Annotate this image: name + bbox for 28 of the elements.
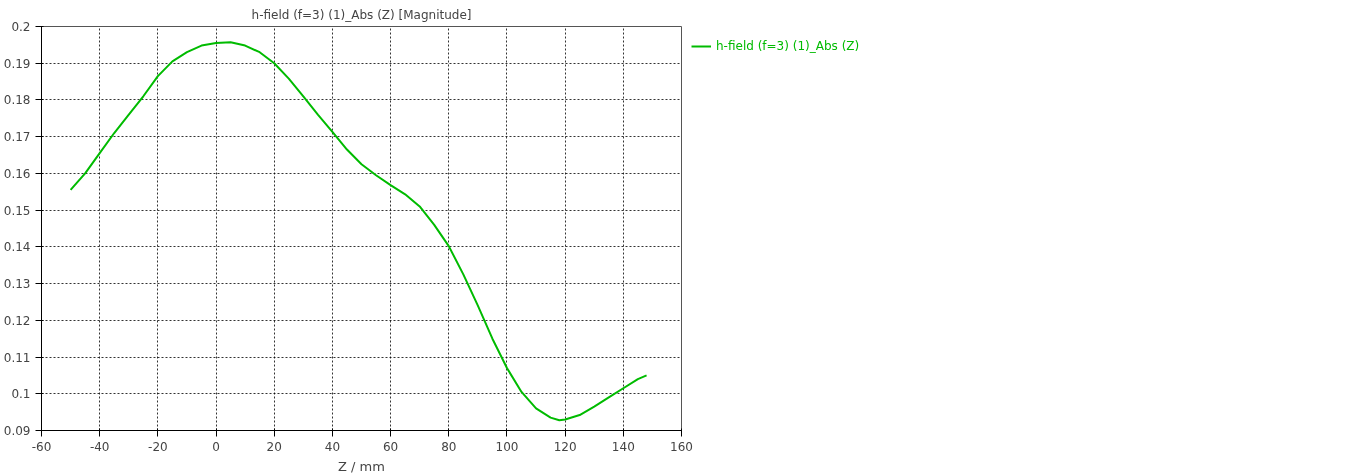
y-tick-label: 0.14 <box>3 240 31 255</box>
x-tick-label: 120 <box>553 439 577 454</box>
y-tick-label: 0.12 <box>3 313 31 328</box>
chart-title: h-field (f=3) (1)_Abs (Z) [Magnitude] <box>251 7 472 22</box>
x-tick-label: -60 <box>31 439 52 454</box>
x-tick-label: 140 <box>611 439 635 454</box>
line-series <box>69 41 648 422</box>
x-tick-label: 80 <box>441 439 457 454</box>
x-tick-label: 40 <box>324 439 341 454</box>
y-tick-label: 0.1 <box>11 387 31 402</box>
x-tick-label: 100 <box>495 439 519 454</box>
x-tick-label: 160 <box>670 439 693 454</box>
y-tick-label: 0.15 <box>3 203 31 218</box>
x-tick-label: 0 <box>212 439 220 454</box>
y-tick-label: 0.17 <box>3 130 31 145</box>
x-tick-label: 60 <box>382 439 399 454</box>
y-tick-label: 0.19 <box>3 56 31 71</box>
x-axis-title: Z / mm <box>338 458 385 474</box>
y-tick-label: 0.11 <box>3 350 31 365</box>
x-tick-label: -20 <box>148 439 168 454</box>
y-tick-label: 0.16 <box>3 166 31 181</box>
x-tick-label: 20 <box>266 439 282 454</box>
y-tick-label: 0.18 <box>3 93 31 108</box>
y-tick-label: 0.09 <box>3 424 31 438</box>
y-tick-label: 0.13 <box>3 277 31 292</box>
legend-label: h-field (f=3) (1)_Abs (Z) <box>716 39 860 53</box>
y-tick-label: 0.2 <box>11 20 31 34</box>
x-tick-label: -40 <box>89 439 110 454</box>
